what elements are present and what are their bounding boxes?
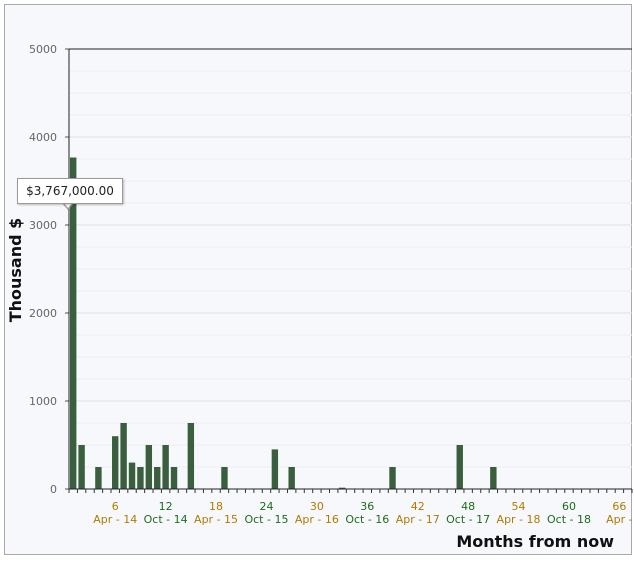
x-date-label: Apr - 16 [295, 513, 339, 526]
bar [221, 467, 228, 489]
x-tick-label: 66 [612, 500, 626, 513]
bar [490, 467, 497, 489]
bar [95, 467, 102, 489]
chart-frame [4, 4, 632, 555]
x-date-label: Oct - 15 [244, 513, 288, 526]
x-tick-label: 24 [259, 500, 273, 513]
x-tick-label: 30 [310, 500, 324, 513]
bar [288, 467, 295, 489]
bar [112, 436, 119, 489]
bar [145, 445, 153, 489]
y-tick-label: 1000 [29, 395, 57, 408]
bar [271, 449, 279, 489]
x-date-label: Apr - [606, 513, 633, 526]
x-tick-label: 36 [360, 500, 374, 513]
x-date-label: Oct - 16 [345, 513, 389, 526]
x-tick-label: 42 [411, 500, 425, 513]
bar [338, 487, 346, 489]
x-date-label: Apr - 15 [194, 513, 238, 526]
value-tooltip: $3,767,000.00 [17, 178, 123, 204]
x-tick-label: 6 [112, 500, 119, 513]
bar [154, 467, 161, 489]
bar [389, 467, 396, 489]
x-tick-label: 48 [461, 500, 475, 513]
bar [456, 445, 463, 489]
bar [128, 462, 136, 489]
x-axis-title: Months from now [456, 532, 614, 551]
x-tick-label: 18 [209, 500, 223, 513]
bar [187, 423, 195, 489]
x-date-label: Oct - 17 [446, 513, 490, 526]
y-tick-label: 0 [50, 483, 57, 496]
x-date-label: Oct - 14 [144, 513, 188, 526]
x-date-label: Oct - 18 [547, 513, 591, 526]
y-tick-label: 5000 [29, 43, 57, 56]
bar [162, 445, 169, 489]
x-tick-label: 12 [159, 500, 173, 513]
bar [137, 467, 144, 489]
y-tick-label: 2000 [29, 307, 57, 320]
y-axis-title: Thousand $ [6, 218, 25, 323]
bar [78, 445, 85, 489]
x-date-label: Apr - 18 [497, 513, 541, 526]
x-date-label: Apr - 17 [396, 513, 440, 526]
y-tick-label: 4000 [29, 131, 57, 144]
x-tick-label: 60 [562, 500, 576, 513]
bar [170, 467, 178, 489]
bar [70, 157, 77, 489]
x-tick-label: 54 [512, 500, 526, 513]
tooltip-arrow-inner [63, 202, 73, 208]
y-tick-label: 3000 [29, 219, 57, 232]
bar [120, 423, 127, 489]
x-date-label: Apr - 14 [93, 513, 137, 526]
